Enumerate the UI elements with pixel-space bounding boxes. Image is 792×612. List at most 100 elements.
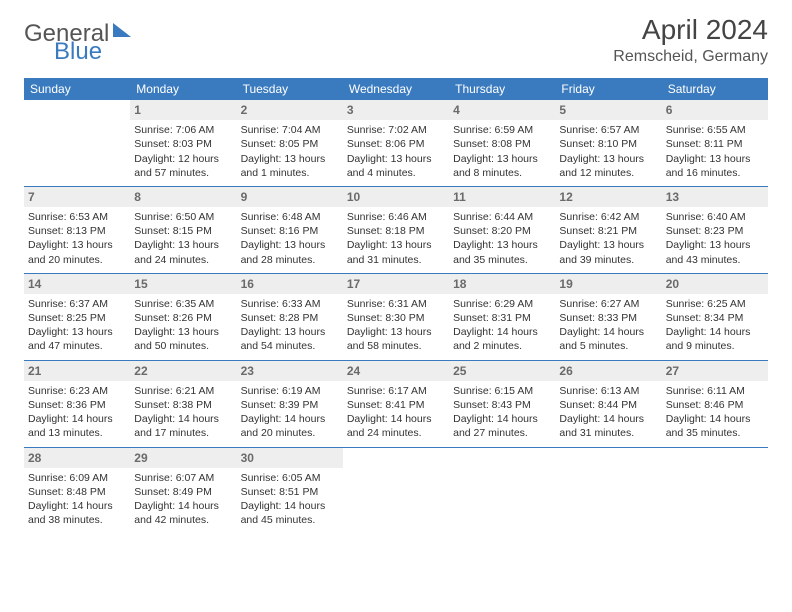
daylight-text: Daylight: 13 hours and 58 minutes. xyxy=(347,325,445,353)
triangle-icon xyxy=(113,23,131,37)
daylight-text: Daylight: 14 hours and 13 minutes. xyxy=(28,412,126,440)
sunset-text: Sunset: 8:03 PM xyxy=(134,137,232,151)
sunrise-text: Sunrise: 6:05 AM xyxy=(241,471,339,485)
sunset-text: Sunset: 8:20 PM xyxy=(453,224,551,238)
weekday-header: Friday xyxy=(555,78,661,100)
day-details: Sunrise: 6:59 AMSunset: 8:08 PMDaylight:… xyxy=(453,122,551,180)
location-label: Remscheid, Germany xyxy=(613,48,768,66)
day-number: 19 xyxy=(555,274,661,294)
calendar-cell: 15Sunrise: 6:35 AMSunset: 8:26 PMDayligh… xyxy=(130,273,236,360)
weekday-header: Monday xyxy=(130,78,236,100)
day-number: 23 xyxy=(237,361,343,381)
day-details: Sunrise: 6:25 AMSunset: 8:34 PMDaylight:… xyxy=(666,296,764,354)
day-number: 12 xyxy=(555,187,661,207)
calendar-cell: 21Sunrise: 6:23 AMSunset: 8:36 PMDayligh… xyxy=(24,360,130,447)
sunrise-text: Sunrise: 6:17 AM xyxy=(347,384,445,398)
sunset-text: Sunset: 8:18 PM xyxy=(347,224,445,238)
daylight-text: Daylight: 14 hours and 9 minutes. xyxy=(666,325,764,353)
page-header: General April 2024 Remscheid, Germany xyxy=(24,14,768,66)
day-number: 11 xyxy=(449,187,555,207)
daylight-text: Daylight: 13 hours and 35 minutes. xyxy=(453,238,551,266)
sunrise-text: Sunrise: 6:15 AM xyxy=(453,384,551,398)
sunset-text: Sunset: 8:06 PM xyxy=(347,137,445,151)
sunset-text: Sunset: 8:41 PM xyxy=(347,398,445,412)
day-details: Sunrise: 6:46 AMSunset: 8:18 PMDaylight:… xyxy=(347,209,445,267)
day-number: 13 xyxy=(662,187,768,207)
sunrise-text: Sunrise: 6:35 AM xyxy=(134,297,232,311)
calendar-cell xyxy=(555,447,661,533)
sunset-text: Sunset: 8:26 PM xyxy=(134,311,232,325)
daylight-text: Daylight: 13 hours and 8 minutes. xyxy=(453,152,551,180)
calendar-head: Sunday Monday Tuesday Wednesday Thursday… xyxy=(24,78,768,100)
day-details: Sunrise: 6:42 AMSunset: 8:21 PMDaylight:… xyxy=(559,209,657,267)
calendar-week: 1Sunrise: 7:06 AMSunset: 8:03 PMDaylight… xyxy=(24,100,768,186)
title-block: April 2024 Remscheid, Germany xyxy=(613,14,768,66)
day-details: Sunrise: 6:40 AMSunset: 8:23 PMDaylight:… xyxy=(666,209,764,267)
daylight-text: Daylight: 13 hours and 43 minutes. xyxy=(666,238,764,266)
sunrise-text: Sunrise: 6:09 AM xyxy=(28,471,126,485)
sunset-text: Sunset: 8:31 PM xyxy=(453,311,551,325)
sunset-text: Sunset: 8:36 PM xyxy=(28,398,126,412)
day-number: 5 xyxy=(555,100,661,120)
sunrise-text: Sunrise: 6:27 AM xyxy=(559,297,657,311)
daylight-text: Daylight: 14 hours and 5 minutes. xyxy=(559,325,657,353)
daylight-text: Daylight: 14 hours and 20 minutes. xyxy=(241,412,339,440)
sunrise-text: Sunrise: 6:19 AM xyxy=(241,384,339,398)
sunset-text: Sunset: 8:21 PM xyxy=(559,224,657,238)
daylight-text: Daylight: 13 hours and 24 minutes. xyxy=(134,238,232,266)
day-details: Sunrise: 6:21 AMSunset: 8:38 PMDaylight:… xyxy=(134,383,232,441)
sunrise-text: Sunrise: 6:13 AM xyxy=(559,384,657,398)
day-number: 27 xyxy=(662,361,768,381)
calendar-cell: 3Sunrise: 7:02 AMSunset: 8:06 PMDaylight… xyxy=(343,100,449,186)
sunset-text: Sunset: 8:28 PM xyxy=(241,311,339,325)
sunset-text: Sunset: 8:15 PM xyxy=(134,224,232,238)
day-details: Sunrise: 6:23 AMSunset: 8:36 PMDaylight:… xyxy=(28,383,126,441)
brand-part2: Blue xyxy=(54,38,102,66)
sunrise-text: Sunrise: 6:23 AM xyxy=(28,384,126,398)
day-details: Sunrise: 6:17 AMSunset: 8:41 PMDaylight:… xyxy=(347,383,445,441)
day-number: 30 xyxy=(237,448,343,468)
day-number: 1 xyxy=(130,100,236,120)
daylight-text: Daylight: 14 hours and 31 minutes. xyxy=(559,412,657,440)
day-details: Sunrise: 6:44 AMSunset: 8:20 PMDaylight:… xyxy=(453,209,551,267)
sunset-text: Sunset: 8:10 PM xyxy=(559,137,657,151)
daylight-text: Daylight: 13 hours and 47 minutes. xyxy=(28,325,126,353)
daylight-text: Daylight: 13 hours and 1 minutes. xyxy=(241,152,339,180)
calendar-cell: 8Sunrise: 6:50 AMSunset: 8:15 PMDaylight… xyxy=(130,186,236,273)
daylight-text: Daylight: 13 hours and 4 minutes. xyxy=(347,152,445,180)
day-details: Sunrise: 7:02 AMSunset: 8:06 PMDaylight:… xyxy=(347,122,445,180)
sunrise-text: Sunrise: 6:44 AM xyxy=(453,210,551,224)
sunrise-text: Sunrise: 6:50 AM xyxy=(134,210,232,224)
calendar-cell: 10Sunrise: 6:46 AMSunset: 8:18 PMDayligh… xyxy=(343,186,449,273)
daylight-text: Daylight: 13 hours and 28 minutes. xyxy=(241,238,339,266)
daylight-text: Daylight: 13 hours and 54 minutes. xyxy=(241,325,339,353)
sunrise-text: Sunrise: 6:29 AM xyxy=(453,297,551,311)
sunrise-text: Sunrise: 6:46 AM xyxy=(347,210,445,224)
calendar-cell: 1 Sunrise: 7:06 AMSunset: 8:03 PMDaylight… xyxy=(130,100,236,186)
day-number: 26 xyxy=(555,361,661,381)
calendar-week: 14Sunrise: 6:37 AMSunset: 8:25 PMDayligh… xyxy=(24,273,768,360)
calendar-cell: 7Sunrise: 6:53 AMSunset: 8:13 PMDaylight… xyxy=(24,186,130,273)
day-number: 22 xyxy=(130,361,236,381)
calendar-cell: 5Sunrise: 6:57 AMSunset: 8:10 PMDaylight… xyxy=(555,100,661,186)
sunrise-text: Sunrise: 7:04 AM xyxy=(241,123,339,137)
sunrise-text: Sunrise: 6:53 AM xyxy=(28,210,126,224)
calendar-week: 21Sunrise: 6:23 AMSunset: 8:36 PMDayligh… xyxy=(24,360,768,447)
calendar-week: 28Sunrise: 6:09 AMSunset: 8:48 PMDayligh… xyxy=(24,447,768,533)
day-details: Sunrise: 6:37 AMSunset: 8:25 PMDaylight:… xyxy=(28,296,126,354)
day-number: 6 xyxy=(662,100,768,120)
daylight-text: Daylight: 14 hours and 35 minutes. xyxy=(666,412,764,440)
calendar-table: Sunday Monday Tuesday Wednesday Thursday… xyxy=(24,78,768,533)
daylight-text: Daylight: 12 hours and 57 minutes. xyxy=(134,152,232,180)
day-details: Sunrise: 6:27 AMSunset: 8:33 PMDaylight:… xyxy=(559,296,657,354)
day-number: 24 xyxy=(343,361,449,381)
sunset-text: Sunset: 8:25 PM xyxy=(28,311,126,325)
sunrise-text: Sunrise: 6:21 AM xyxy=(134,384,232,398)
day-details: Sunrise: 7:04 AMSunset: 8:05 PMDaylight:… xyxy=(241,122,339,180)
sunrise-text: Sunrise: 7:06 AM xyxy=(134,123,232,137)
daylight-text: Daylight: 13 hours and 31 minutes. xyxy=(347,238,445,266)
day-number: 9 xyxy=(237,187,343,207)
sunset-text: Sunset: 8:49 PM xyxy=(134,485,232,499)
day-number: 21 xyxy=(24,361,130,381)
calendar-cell: 13Sunrise: 6:40 AMSunset: 8:23 PMDayligh… xyxy=(662,186,768,273)
